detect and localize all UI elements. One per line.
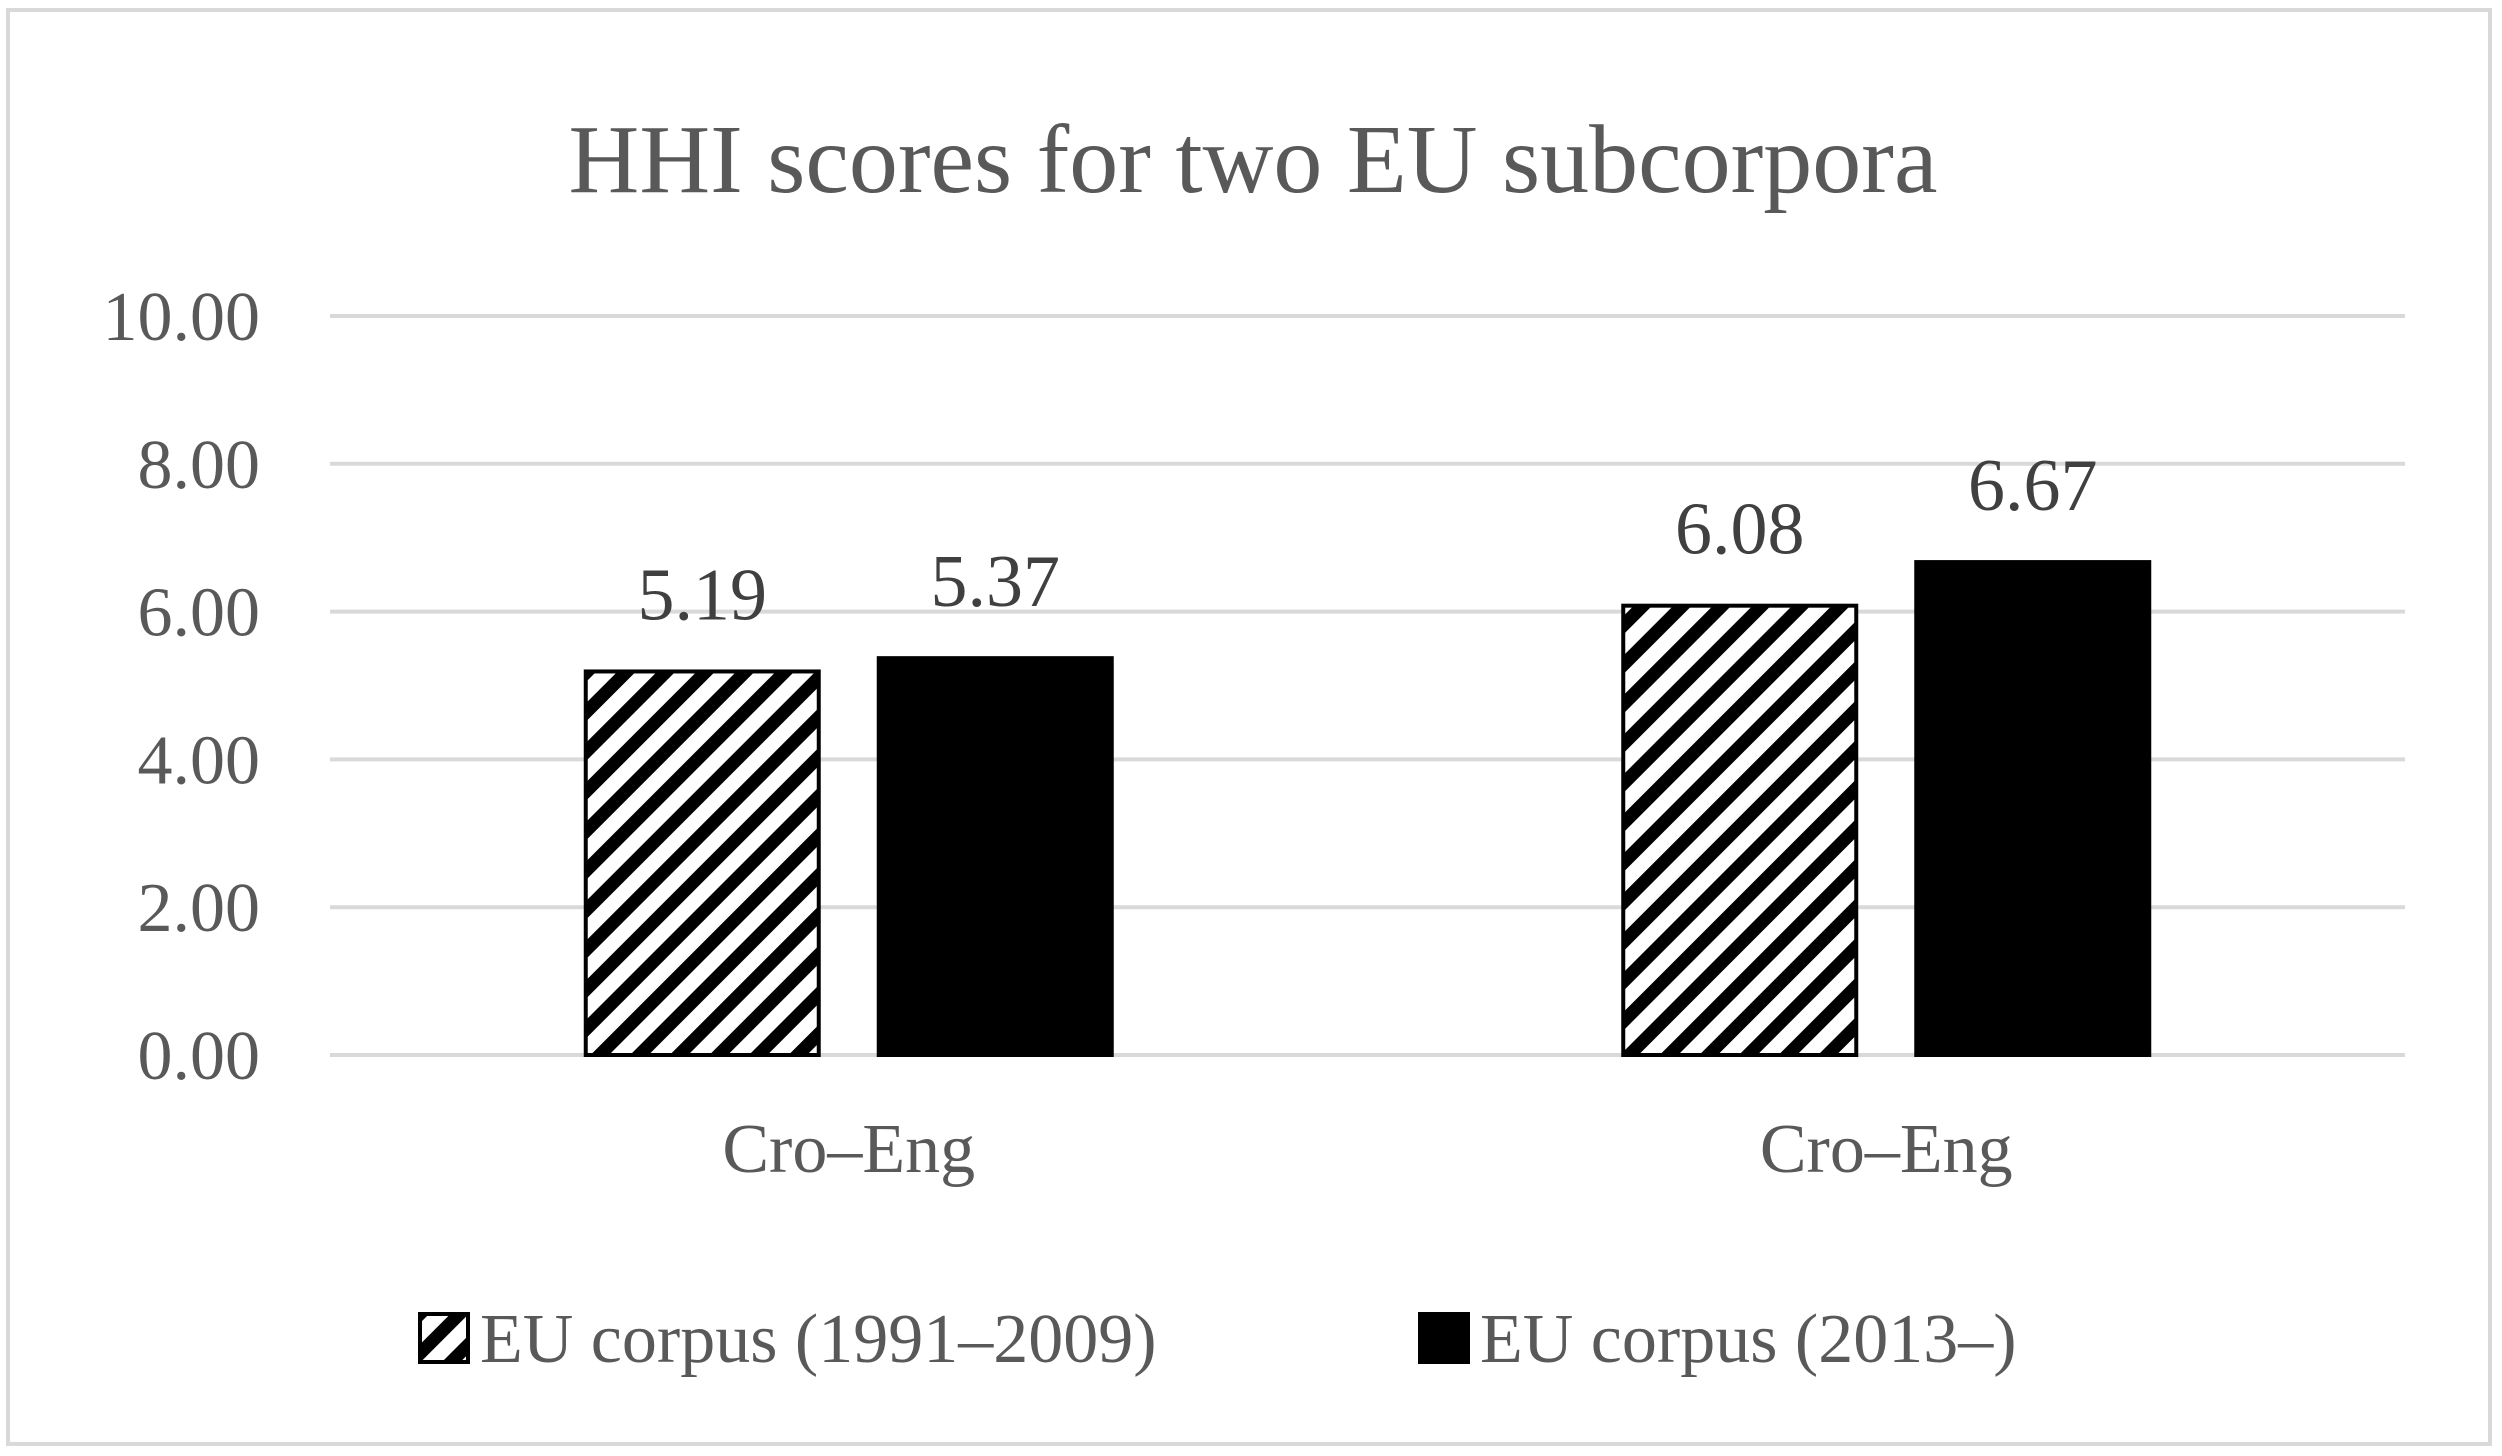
x-category-label: Cro–Eng <box>722 1111 975 1188</box>
y-tick-label: 10.00 <box>103 279 261 356</box>
legend: EU corpus (1991–2009) EU corpus (2013–) <box>418 1301 2017 1378</box>
data-label: 5.37 <box>931 541 1061 623</box>
data-label: 5.19 <box>638 554 768 636</box>
legend-label: EU corpus (2013–) <box>1480 1301 2017 1378</box>
x-category-label: Cro–Eng <box>1760 1111 2013 1188</box>
y-tick-label: 8.00 <box>138 427 261 504</box>
y-tick-label: 0.00 <box>138 1018 261 1095</box>
bar <box>876 656 1114 1057</box>
chart-title: HHI scores for two EU subcorpora <box>569 106 1938 214</box>
data-label: 6.67 <box>1968 445 2098 527</box>
y-tick-label: 6.00 <box>138 575 261 652</box>
legend-swatch <box>418 1312 470 1364</box>
y-tick-label: 4.00 <box>138 722 261 799</box>
bar <box>1914 560 2152 1057</box>
legend-swatch <box>1418 1312 1470 1364</box>
chart-frame: HHI scores for two EU subcorpora 0.00 2.0… <box>6 8 2492 1446</box>
data-labels: 5.19 5.37 6.08 6.67 <box>638 445 2098 636</box>
x-axis-categories: Cro–Eng Cro–Eng <box>722 1111 2012 1188</box>
legend-label: EU corpus (1991–2009) <box>480 1301 1157 1378</box>
y-axis-ticks: 0.00 2.00 4.00 6.00 8.00 10.00 <box>103 279 261 1095</box>
data-label: 6.08 <box>1675 489 1805 571</box>
bars <box>583 560 2152 1057</box>
bar-chart: HHI scores for two EU subcorpora 0.00 2.0… <box>103 106 2405 1378</box>
y-tick-label: 2.00 <box>138 870 261 947</box>
bar <box>1621 603 1859 1057</box>
bar <box>583 669 821 1057</box>
